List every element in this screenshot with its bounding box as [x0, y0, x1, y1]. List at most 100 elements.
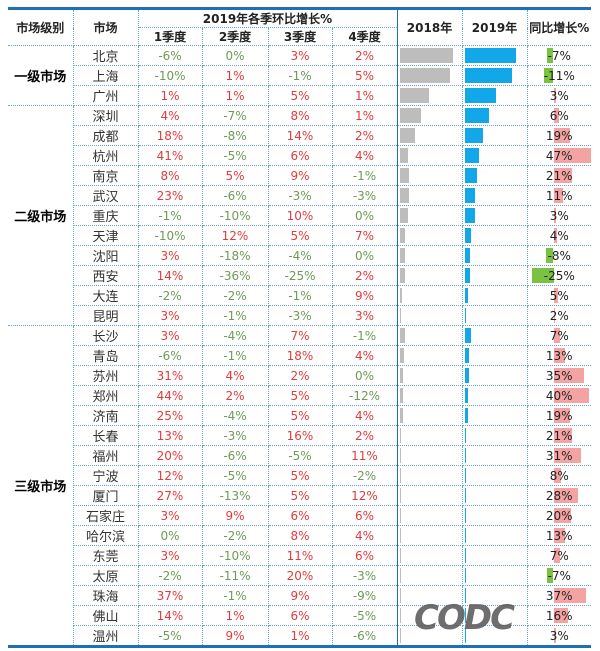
sales-2018-bar-cell: [396, 245, 463, 266]
sales-2018-bar: [399, 428, 402, 443]
sales-2018-bar-cell: [396, 105, 463, 126]
sales-2019-bar: [464, 48, 517, 63]
quarter-growth-cell: 4%: [331, 405, 398, 426]
table-row: 福州 20% -6% -5% 11% 31%: [8, 445, 591, 466]
table-row: 长春 13% -3% 16% 2% 21%: [8, 425, 591, 446]
quarter-growth-cell: -10%: [201, 545, 269, 566]
sales-2019-bar-cell: [461, 545, 528, 566]
yoy-growth-value: -25%: [543, 268, 575, 283]
yoy-growth-cell: 11%: [526, 185, 591, 206]
quarter-growth-cell: -1%: [201, 345, 269, 366]
yoy-growth-cell: 20%: [526, 505, 591, 526]
sales-2018-bar-cell: [396, 225, 463, 246]
quarter-growth-cell: 23%: [137, 185, 203, 206]
yoy-growth-value: -7%: [547, 48, 571, 63]
sales-2019-bar-cell: [461, 145, 528, 166]
sales-2018-bar: [399, 188, 410, 203]
quarter-growth-cell: -6%: [331, 625, 398, 647]
yoy-growth-value: 31%: [545, 448, 573, 463]
sales-2018-bar-cell: [396, 565, 463, 586]
city-name: 天津: [72, 225, 139, 246]
quarter-growth-cell: 6%: [331, 505, 398, 526]
sales-2018-bar-cell: [396, 345, 463, 366]
yoy-growth-value: 3%: [549, 208, 569, 223]
quarter-growth-cell: -10%: [137, 65, 203, 86]
yoy-positive-bar: [553, 228, 558, 243]
city-name: 杭州: [72, 145, 139, 166]
yoy-growth-value: -7%: [547, 568, 571, 583]
table-row: 宁波 12% -5% 5% -2% 8%: [8, 465, 591, 486]
table-row: 武汉 23% -6% -3% -3% 11%: [8, 185, 591, 206]
yoy-growth-cell: 37%: [526, 585, 591, 606]
quarter-growth-cell: -3%: [201, 425, 269, 446]
sales-2019-bar: [464, 448, 467, 463]
quarter-growth-cell: 1%: [331, 85, 398, 106]
table-row: 石家庄 3% 9% 6% 6% 20%: [8, 505, 591, 526]
quarter-growth-cell: 4%: [331, 525, 398, 546]
quarter-growth-cell: 4%: [201, 365, 269, 386]
city-name: 太原: [72, 565, 139, 586]
sales-2019-bar: [464, 568, 467, 583]
sales-2019-bar: [464, 188, 476, 203]
table-row: 济南 25% -4% 5% 4% 19%: [8, 405, 591, 426]
table-row: 成都 18% -8% 14% 2% 19%: [8, 125, 591, 146]
sales-2019-bar-cell: [461, 625, 528, 647]
yoy-growth-value: 7%: [549, 328, 569, 343]
quarter-growth-cell: 11%: [267, 545, 333, 566]
quarter-growth-cell: -5%: [201, 145, 269, 166]
yoy-positive-bar: [553, 468, 561, 483]
table-row: 哈尔滨 0% -2% 8% 4% 13%: [8, 525, 591, 546]
city-name: 郑州: [72, 385, 139, 406]
quarter-growth-cell: 0%: [331, 205, 398, 226]
yoy-growth-cell: -7%: [526, 45, 591, 66]
quarter-growth-cell: -25%: [267, 265, 333, 286]
quarter-growth-cell: 3%: [137, 545, 203, 566]
quarter-growth-cell: 20%: [267, 565, 333, 586]
quarter-growth-cell: 3%: [137, 305, 203, 326]
header-2018: 2018年: [396, 8, 463, 46]
quarter-growth-cell: 1%: [331, 105, 398, 126]
city-name: 厦门: [72, 485, 139, 506]
quarter-growth-cell: 2%: [331, 125, 398, 146]
yoy-positive-bar: [553, 528, 565, 543]
sales-2018-bar: [399, 108, 422, 123]
yoy-growth-cell: 40%: [526, 385, 591, 406]
sales-2019-bar-cell: [461, 425, 528, 446]
yoy-growth-value: 13%: [545, 348, 573, 363]
quarter-growth-cell: 8%: [267, 525, 333, 546]
yoy-growth-value: 21%: [545, 428, 573, 443]
quarter-growth-cell: -6%: [137, 345, 203, 366]
sales-2019-bar-cell: [461, 45, 528, 66]
quarter-growth-cell: 11%: [331, 445, 398, 466]
quarter-growth-cell: -2%: [137, 565, 203, 586]
header-level: 市场级别: [8, 8, 74, 46]
city-name: 南京: [72, 165, 139, 186]
table-row: 苏州 31% 4% 2% 0% 35%: [8, 365, 591, 386]
yoy-positive-bar: [553, 128, 571, 143]
sales-2019-bar: [464, 548, 467, 563]
sales-2019-bar-cell: [461, 245, 528, 266]
sales-2019-bar: [464, 308, 467, 323]
sales-2018-bar: [399, 288, 402, 303]
header-yoy: 同比增长%: [526, 8, 591, 46]
sales-2018-bar-cell: [396, 505, 463, 526]
quarter-growth-cell: 6%: [331, 545, 398, 566]
sales-2018-bar: [399, 568, 401, 583]
quarter-growth-cell: 5%: [267, 225, 333, 246]
quarter-growth-cell: 10%: [267, 205, 333, 226]
yoy-growth-value: 35%: [545, 368, 573, 383]
yoy-positive-bar: [553, 168, 572, 183]
yoy-negative-bar: [531, 268, 554, 283]
city-name: 上海: [72, 65, 139, 86]
quarter-growth-cell: 12%: [137, 465, 203, 486]
table-row: 郑州 44% 2% 5% -12% 40%: [8, 385, 591, 406]
yoy-growth-value: -11%: [543, 68, 575, 83]
sales-2019-bar-cell: [461, 125, 528, 146]
sales-2019-bar: [464, 348, 469, 363]
quarter-growth-cell: 9%: [267, 165, 333, 186]
yoy-positive-bar: [553, 408, 571, 423]
quarter-growth-cell: 5%: [267, 85, 333, 106]
sales-2018-bar-cell: [396, 45, 463, 66]
yoy-growth-cell: 13%: [526, 345, 591, 366]
quarter-growth-cell: 9%: [267, 585, 333, 606]
